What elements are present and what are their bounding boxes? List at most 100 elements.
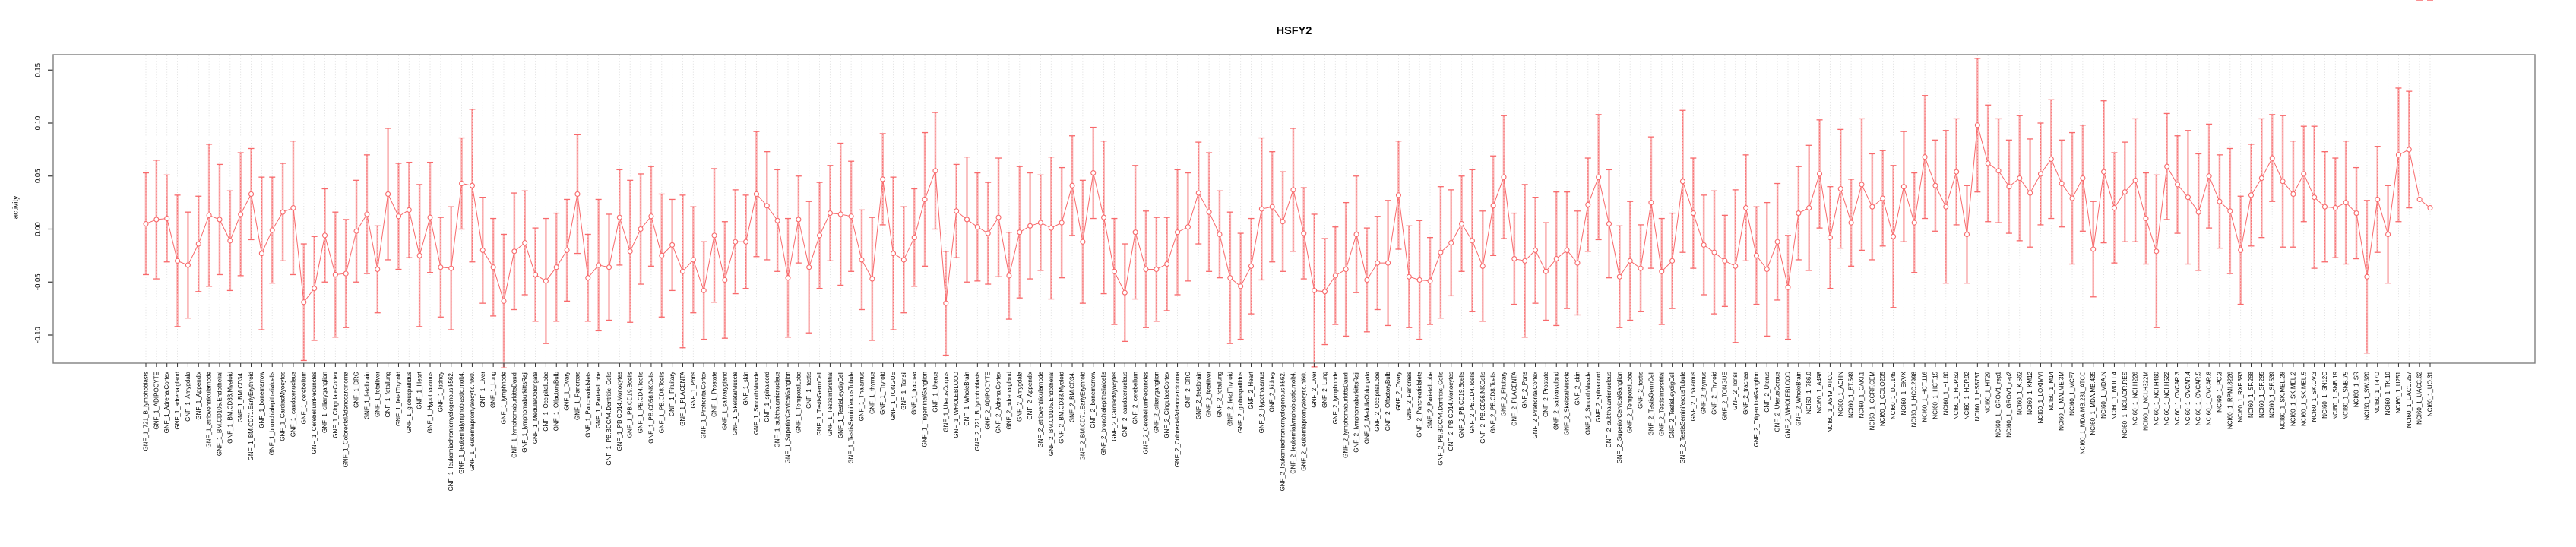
data-point <box>1522 258 1528 264</box>
data-point <box>1479 263 1486 269</box>
data-point <box>596 262 602 268</box>
x-tick-label: GNF_2_TestisInterstitial <box>1658 372 1665 436</box>
data-point <box>1659 268 1665 274</box>
data-point <box>1606 220 1612 227</box>
x-tick-label: GNF_1_fetalbrain <box>363 372 370 419</box>
x-tick-label: GNF_1_PB.CD4.Tcells <box>638 372 644 433</box>
data-point <box>1743 205 1749 211</box>
data-point <box>2195 209 2201 215</box>
data-point <box>2312 194 2318 201</box>
data-point <box>1553 256 1559 262</box>
x-tick-label: GNF_2_bronchialepithelialcells <box>1100 372 1107 455</box>
data-point <box>1669 258 1676 264</box>
x-tick-label: GNF_1_fetalThyroid <box>395 372 402 426</box>
x-tick-label: GNF_2_testis <box>1638 372 1644 409</box>
x-tick-label: GNF_1_Liver <box>479 372 486 408</box>
x-tick-label: NCI60_1_MALME.3M <box>2059 372 2065 431</box>
x-tick-label: NCI60_1_A549_ATCC <box>1827 372 1834 433</box>
data-point <box>606 264 612 270</box>
x-tick-label: GNF_1_leukemiapromyelocytic.hl60. <box>469 372 476 471</box>
data-point <box>1501 174 1507 180</box>
data-point <box>1406 274 1412 280</box>
x-tick-label: GNF_2_PB.BDCA4.Dentritic_Cells <box>1437 372 1444 466</box>
x-tick-label: GNF_2_Pancreas <box>1406 372 1413 420</box>
data-point <box>564 247 570 253</box>
data-point <box>964 217 970 223</box>
x-tick-label: GNF_1_bonemarrow <box>258 372 265 428</box>
data-point <box>817 232 823 239</box>
data-point <box>290 205 296 211</box>
x-tick-label: GNF_2_PB.CD4.Tcells <box>1469 372 1476 433</box>
x-tick-label: NCI60_1_UACC.257 <box>2406 371 2413 428</box>
data-point <box>1195 190 1201 196</box>
x-tick-label: GNF_1_WholeBrain <box>964 372 970 426</box>
data-point <box>764 203 770 209</box>
x-tick-label: GNF_1_atrioventricularnode <box>206 371 213 447</box>
data-point <box>2258 175 2264 182</box>
data-point <box>859 257 865 263</box>
data-point <box>2111 205 2117 211</box>
x-tick-label: GNF_2_TrigeminalGanglion <box>1753 372 1760 447</box>
x-tick-label: NCI60_1_OVCAR.3 <box>2174 371 2181 425</box>
x-tick-label: GNF_2_fetalbrain <box>1195 372 1202 419</box>
data-point <box>796 217 802 223</box>
data-point <box>2385 231 2391 238</box>
data-point <box>217 217 223 223</box>
data-point <box>2332 205 2338 211</box>
data-point <box>321 232 328 239</box>
x-tick-label: GNF_2_subthalamicnucleus <box>1606 372 1612 448</box>
x-tick-label: NCI60_1_LOXIMVI <box>2037 372 2044 423</box>
x-tick-label: NCI60_1_NCI.ADR.RES <box>2122 372 2128 438</box>
x-tick-label: NCI60_1_SK.MEL.2 <box>2290 371 2296 426</box>
data-point <box>1069 182 1075 188</box>
x-tick-label: GNF_1_Amygdala <box>185 371 191 421</box>
data-point <box>1027 223 1033 229</box>
data-point <box>1080 239 1086 245</box>
data-point <box>1269 204 1275 210</box>
x-tick-label: GNF_1_spinalcord <box>764 372 771 422</box>
x-tick-label: GNF_2_AdrenalCortex <box>995 372 1002 433</box>
x-tick-label: NCI60_1_UO.31 <box>2427 371 2434 416</box>
y-tick-label: -0.10 <box>34 327 43 343</box>
x-tick-label: GNF_2_thymus <box>1701 372 1707 414</box>
x-tick-label: GNF_1_Heart <box>416 371 423 409</box>
x-tick-label: NCI60_1_SK.OV.3 <box>2311 371 2318 422</box>
x-tick-label: GNF_1_adrenalgland <box>174 372 181 430</box>
data-point <box>1995 168 2002 174</box>
x-tick-label: GNF_1_skin <box>742 372 749 405</box>
data-point <box>1312 287 1318 293</box>
x-tick-label: NCI60_1_PC.3 <box>2216 371 2223 412</box>
data-point <box>427 214 433 220</box>
x-tick-label: GNF_2_leukemiachronicmyelogenous.k562. <box>1280 372 1286 491</box>
data-point <box>974 224 980 230</box>
x-tick-label: NCI60_1_UACC.62 <box>2416 371 2423 424</box>
x-tick-label: NCI60_1_RXF.393 <box>2237 371 2244 422</box>
data-point <box>1090 170 1097 176</box>
x-tick-label: GNF_1_PB.CD14.Monocytes <box>616 372 623 451</box>
x-tick-label: GNF_2_Pons <box>1521 372 1528 408</box>
data-point <box>1596 174 1602 180</box>
data-point <box>1375 260 1381 266</box>
data-point <box>1722 258 1728 264</box>
x-tick-label: GNF_2_PB.CD14.Monocytes <box>1448 372 1454 451</box>
chart-title: HSFY2 <box>1276 25 1312 37</box>
data-point <box>479 247 486 253</box>
x-tick-label: GNF_1_BM.CD34. <box>237 372 244 422</box>
x-tick-label: GNF_2_Pituitary <box>1500 372 1507 416</box>
data-point <box>1321 289 1328 295</box>
x-tick-label: GNF_1_Pons <box>690 372 697 408</box>
data-point <box>1332 273 1338 279</box>
data-point <box>943 300 949 306</box>
data-point <box>2027 190 2033 196</box>
x-tick-label: NCI60_1_HL.60 <box>1942 371 1949 415</box>
data-point <box>1416 277 1422 283</box>
x-tick-label: GNF_2_BM.CD33.Myeloid <box>1059 372 1065 444</box>
data-point <box>1733 263 1739 269</box>
data-point <box>1174 229 1181 236</box>
x-tick-label: GNF_2_atrioventricularnode <box>1037 371 1044 447</box>
x-tick-label: GNF_2_OccipitalLobe <box>1374 371 1381 431</box>
x-tick-label: GNF_1_TestisLeydigCell <box>837 372 844 438</box>
data-point <box>164 215 170 222</box>
data-point <box>1690 210 1696 217</box>
